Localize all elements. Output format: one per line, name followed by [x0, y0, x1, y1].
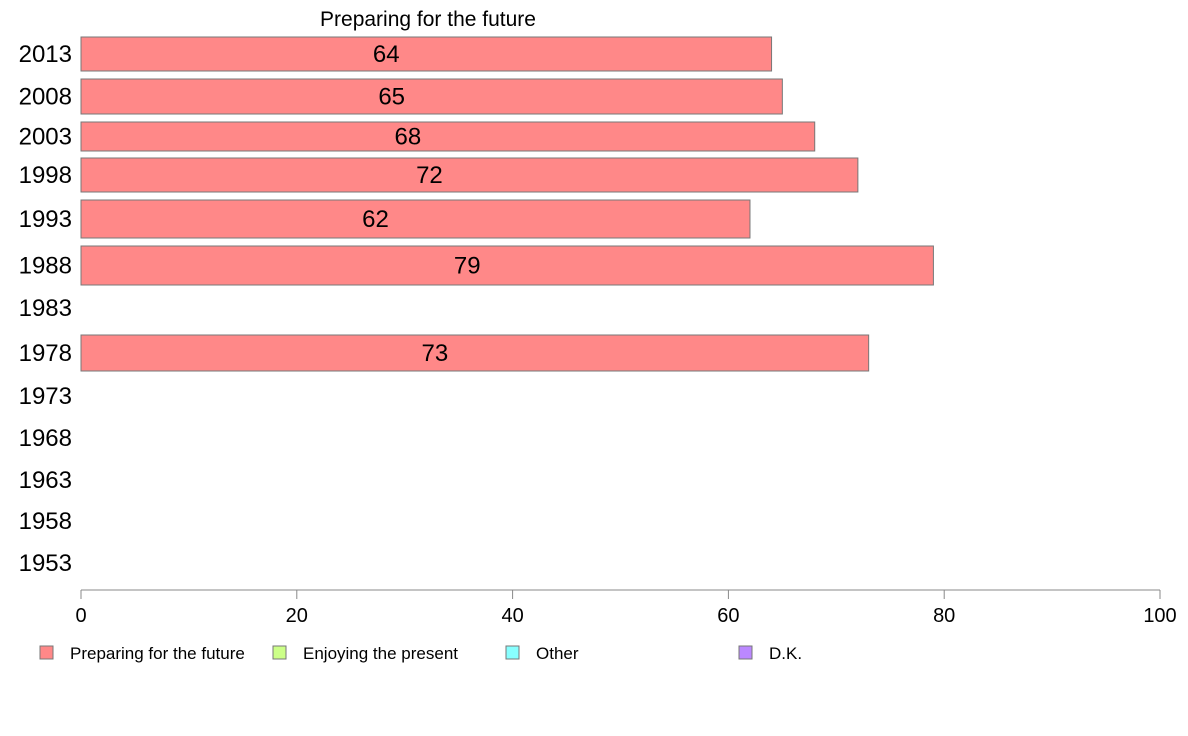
year-label-1953: 1953 [19, 550, 72, 577]
legend-swatch-enjoying-the-present [272, 645, 287, 660]
bar-2013 [80, 36, 773, 72]
bar-value-label-1998: 72 [416, 162, 443, 189]
bar-1988 [80, 245, 934, 286]
bar-1993 [80, 199, 751, 239]
bar-value-label-1978: 73 [421, 340, 448, 367]
year-label-1978: 1978 [19, 340, 72, 367]
year-label-1998: 1998 [19, 162, 72, 189]
year-label-1988: 1988 [19, 253, 72, 280]
legend-label-enjoying-the-present: Enjoying the present [303, 644, 458, 663]
bar-value-label-1993: 62 [362, 206, 389, 233]
bar-2008 [80, 78, 783, 115]
bars-group: 64 65 68 72 62 79 73 [80, 36, 934, 372]
bar-value-label-2003: 68 [395, 124, 422, 151]
year-labels-group: 2013 2008 2003 1998 1993 1988 1983 1978 1973 1968… [19, 41, 72, 577]
year-label-1963: 1963 [19, 467, 72, 494]
x-tick-label-20: 20 [286, 605, 308, 627]
x-tick-label-0: 0 [75, 605, 86, 627]
year-label-1968: 1968 [19, 425, 72, 452]
legend-label-d-k: D.K. [769, 644, 802, 663]
legend: Preparing for the future Enjoying the pre… [39, 644, 802, 663]
bar-value-label-1988: 79 [454, 253, 481, 280]
year-label-1958: 1958 [19, 508, 72, 535]
legend-label-other: Other [536, 644, 579, 663]
bar-1978 [80, 334, 870, 372]
year-label-1983: 1983 [19, 295, 72, 322]
x-tick-label-80: 80 [933, 605, 955, 627]
bar-2003 [80, 121, 816, 152]
legend-swatch-other [505, 645, 520, 660]
year-label-2013: 2013 [19, 41, 72, 68]
bar-value-label-2013: 64 [373, 41, 400, 68]
legend-label-preparing-for-the-future: Preparing for the future [70, 644, 245, 663]
bar-1998 [80, 157, 859, 193]
year-label-2008: 2008 [19, 84, 72, 111]
x-axis-ticks-group: 0 20 40 60 80 100 [75, 590, 1177, 627]
bar-value-label-2008: 65 [378, 84, 405, 111]
year-label-1993: 1993 [19, 206, 72, 233]
year-label-2003: 2003 [19, 124, 72, 151]
x-tick-label-100: 100 [1143, 605, 1176, 627]
chart-title: Preparing for the future [320, 8, 536, 31]
x-tick-label-60: 60 [717, 605, 739, 627]
legend-swatch-d-k [738, 645, 753, 660]
x-tick-label-40: 40 [501, 605, 523, 627]
year-label-1973: 1973 [19, 383, 72, 410]
legend-swatch-preparing-for-the-future [39, 645, 54, 660]
